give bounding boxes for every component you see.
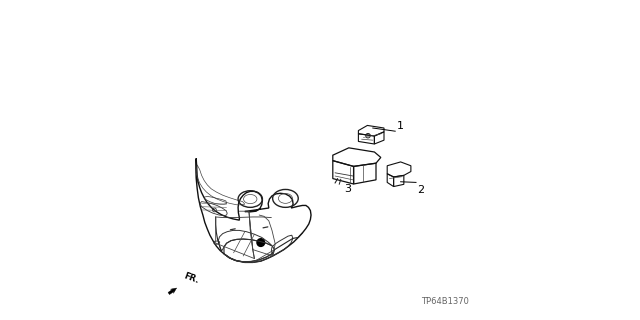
Text: 2: 2 [417, 185, 424, 195]
Text: 1: 1 [397, 121, 403, 131]
Text: FR.: FR. [182, 272, 200, 285]
Circle shape [257, 239, 265, 246]
Polygon shape [168, 288, 177, 294]
Text: 3: 3 [344, 184, 351, 194]
Text: TP64B1370: TP64B1370 [421, 297, 468, 306]
